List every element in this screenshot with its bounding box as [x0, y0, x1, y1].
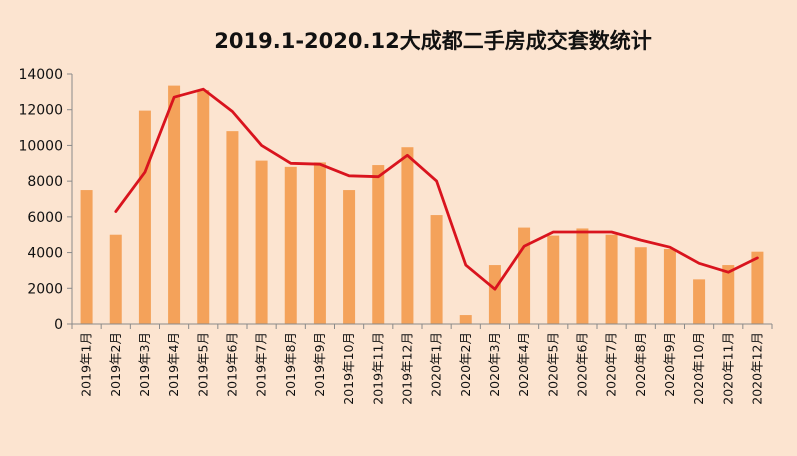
bar [313, 162, 326, 324]
y-tick-label: 8000 [27, 174, 63, 190]
bar [605, 234, 618, 324]
x-tick-label: 2019年5月 [195, 332, 210, 397]
y-tick-label: 14000 [18, 67, 63, 83]
x-tick-label: 2019年8月 [283, 332, 298, 397]
bar [547, 235, 560, 324]
x-tick-label: 2020年5月 [545, 332, 560, 397]
y-tick-label: 2000 [27, 281, 63, 297]
bar [693, 279, 706, 324]
line-series [114, 87, 759, 291]
bar [722, 265, 735, 324]
x-tick-label: 2020年7月 [604, 332, 619, 397]
bar [401, 147, 414, 324]
bar [430, 215, 443, 324]
bar [284, 166, 297, 324]
y-tick-label: 6000 [27, 210, 63, 226]
x-tick-label: 2019年2月 [108, 332, 123, 397]
bar [138, 110, 151, 324]
bar [518, 227, 531, 324]
x-tick-label: 2020年1月 [429, 332, 444, 397]
x-tick-label: 2019年10月 [341, 332, 356, 405]
bar [372, 165, 385, 324]
bar [255, 160, 268, 324]
bar [576, 228, 589, 324]
x-tick-label: 2020年8月 [633, 332, 648, 397]
x-tick-label: 2019年1月 [79, 332, 94, 397]
bar [343, 190, 356, 324]
x-tick-label: 2019年11月 [370, 332, 385, 405]
x-tick-label: 2019年4月 [166, 332, 181, 397]
x-axis: 2019年1月 2019年2月 2019年3月 2019年4月 2019年5月 2019年… [71, 324, 773, 405]
bar [80, 190, 93, 324]
bar [459, 315, 472, 324]
x-tick-label: 2020年3月 [487, 332, 502, 397]
x-tick-label: 2020年6月 [574, 332, 589, 397]
bar [226, 131, 239, 324]
x-tick-label: 2019年12月 [399, 332, 414, 405]
series-line [114, 87, 759, 291]
x-tick-label: 2019年9月 [312, 332, 327, 397]
bar [168, 85, 181, 324]
y-tick-label: 10000 [18, 138, 63, 154]
bar [488, 265, 501, 324]
x-tick-label: 2020年4月 [516, 332, 531, 397]
bar [634, 247, 647, 324]
y-tick-label: 4000 [27, 246, 63, 262]
bar-series [80, 85, 764, 324]
x-tick-label: 2020年11月 [720, 332, 735, 405]
x-tick-label: 2020年10月 [691, 332, 706, 405]
y-tick-label: 0 [54, 317, 63, 333]
bar [109, 234, 122, 324]
x-tick-label: 2020年12月 [749, 332, 764, 405]
bar [751, 251, 764, 324]
x-tick-label: 2020年9月 [662, 332, 677, 397]
bar [663, 249, 676, 324]
y-axis: 0 2000 4000 6000 8000 10000 12000 14000 [18, 67, 72, 333]
x-tick-label: 2020年2月 [458, 332, 473, 397]
x-tick-label: 2019年3月 [137, 332, 152, 397]
chart-title: 2019.1-2020.12大成都二手房成交套数统计 [214, 29, 651, 53]
bar [197, 90, 210, 324]
x-tick-label: 2019年7月 [254, 332, 269, 397]
y-tick-label: 12000 [18, 103, 63, 119]
x-tick-label: 2019年6月 [224, 332, 239, 397]
